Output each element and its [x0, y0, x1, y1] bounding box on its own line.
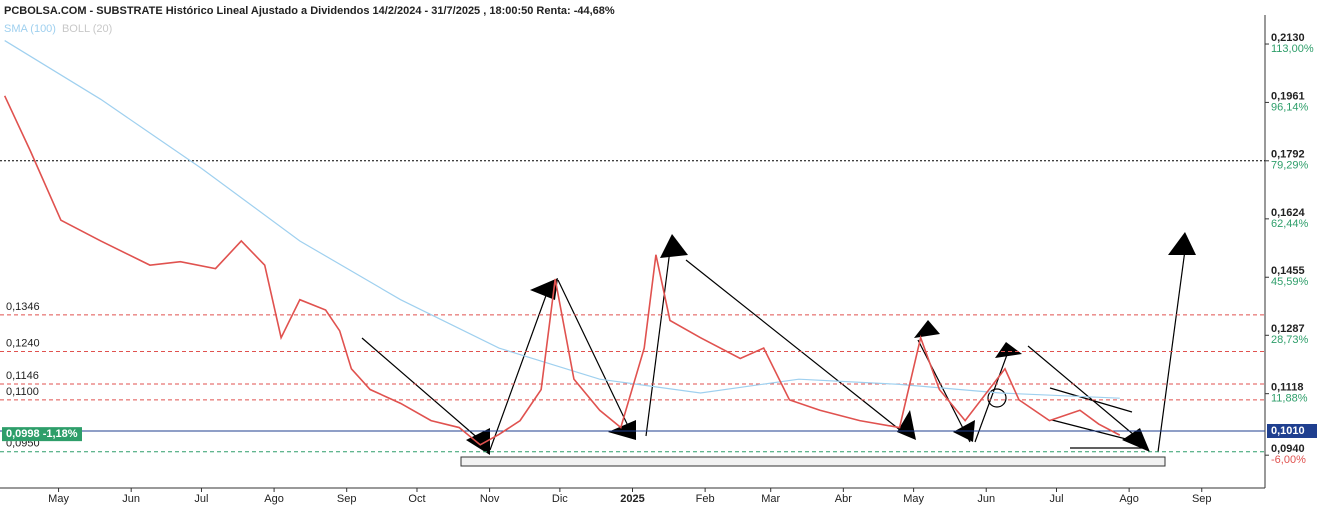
- y-tick-label: 0,2130: [1271, 32, 1305, 44]
- x-tick-label: Sep: [337, 493, 357, 505]
- chart-title: PCBOLSA.COM - SUBSTRATE Histórico Lineal…: [4, 5, 615, 17]
- y-tick-label: 0,1961: [1271, 90, 1305, 102]
- sma-line: [4, 40, 1120, 399]
- x-tick-label: Abr: [835, 493, 852, 505]
- level-label: 0,1146: [6, 370, 39, 382]
- x-tick-label: May: [48, 493, 69, 505]
- current-label: 0,0998 -1,18%: [6, 428, 78, 440]
- price-line: [3, 95, 1121, 446]
- x-tick-label: Jul: [194, 493, 208, 505]
- x-tick-label: Jun: [977, 493, 995, 505]
- y-tick-pct: 45,59%: [1271, 276, 1309, 288]
- last-badge: [1267, 423, 1317, 438]
- y-tick-label: 0,1792: [1271, 149, 1305, 161]
- arrow-heads: [466, 232, 1196, 455]
- x-tick-label: Mar: [761, 493, 780, 505]
- y-tick-label: 0,1287: [1271, 323, 1305, 335]
- x-tick-label: Feb: [696, 493, 715, 505]
- x-tick-label: Sep: [1192, 493, 1212, 505]
- x-tick-label: Jun: [122, 493, 140, 505]
- x-tick-label: Nov: [480, 493, 500, 505]
- y-tick-label: 0,1455: [1271, 265, 1305, 277]
- legend-label: BOLL (20): [62, 23, 112, 35]
- support-box: [460, 456, 1166, 467]
- current-badge: [2, 427, 82, 442]
- y-tick-pct: 79,29%: [1271, 160, 1309, 172]
- y-tick-label: 0,1624: [1271, 207, 1306, 219]
- level-label: 0,1346: [6, 301, 40, 313]
- level-label: 0,1240: [6, 337, 40, 349]
- drawings: [361, 249, 1186, 453]
- y-tick-pct: 28,73%: [1271, 334, 1309, 346]
- x-tick-label: May: [903, 493, 924, 505]
- x-tick-label: Dic: [552, 493, 568, 505]
- legend-label: SMA (100): [4, 23, 56, 35]
- x-tick-label: Oct: [408, 493, 425, 505]
- y-tick-label: 0,1118: [1271, 382, 1303, 394]
- y-tick-pct: 11,88%: [1271, 393, 1308, 405]
- y-tick-pct: 62,44%: [1271, 218, 1309, 230]
- y-tick-label: 0,0940: [1271, 443, 1305, 455]
- last-label: 0,1010: [1271, 425, 1305, 437]
- y-tick-pct: 113,00%: [1271, 43, 1314, 55]
- x-tick-label: Ago: [264, 493, 284, 505]
- x-tick-label: Ago: [1119, 493, 1139, 505]
- x-tick-label: 2025: [620, 493, 644, 505]
- x-tick-label: Jul: [1049, 493, 1063, 505]
- y-tick-pct: 96,14%: [1271, 101, 1309, 113]
- level-label: 0,1100: [6, 386, 39, 398]
- y-tick-pct: -6,00%: [1271, 454, 1306, 466]
